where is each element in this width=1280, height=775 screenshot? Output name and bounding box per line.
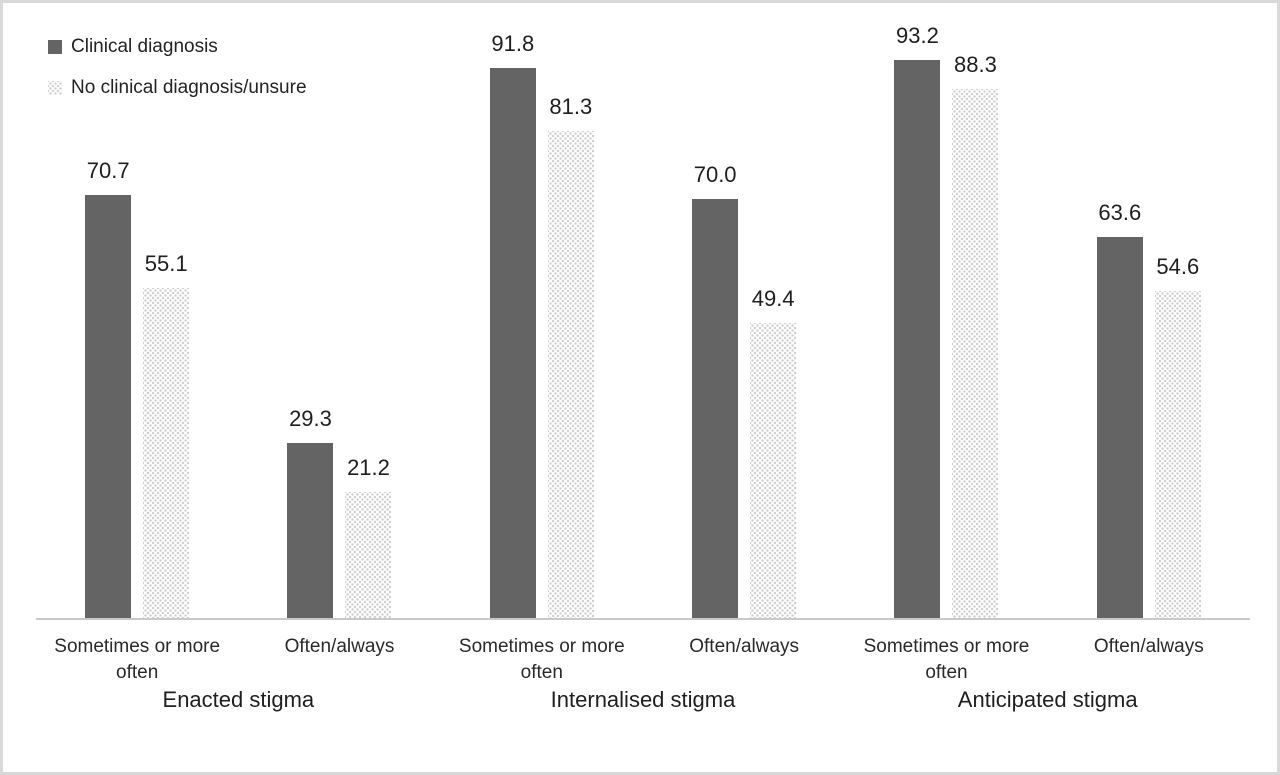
bar-no-clinical-diagnosis bbox=[750, 322, 797, 619]
category-label: Sometimes or more often bbox=[458, 636, 625, 683]
category-label: Sometimes or more often bbox=[54, 636, 221, 683]
value-label: 81.3 bbox=[549, 94, 593, 120]
value-label: 29.3 bbox=[289, 406, 332, 432]
category-label-row: Sometimes or more often Often/always Somet… bbox=[36, 634, 1250, 686]
value-label: 63.6 bbox=[1098, 200, 1142, 226]
bar-column: 70.7 bbox=[85, 157, 132, 619]
bar-clinical-diagnosis bbox=[1096, 237, 1143, 619]
bar-column: 55.1 bbox=[143, 251, 190, 619]
value-label: 88.3 bbox=[954, 52, 997, 78]
category-label: Often/always bbox=[1093, 636, 1204, 657]
bar-column: 29.3 bbox=[287, 406, 334, 619]
value-label: 93.2 bbox=[896, 22, 939, 48]
value-label: 55.1 bbox=[144, 251, 188, 277]
bar-clinical-diagnosis bbox=[287, 443, 334, 619]
bar-cluster-2-0: 93.2 88.3 bbox=[845, 19, 1047, 619]
bar-column: 91.8 bbox=[489, 31, 536, 619]
bar-clinical-diagnosis bbox=[894, 59, 941, 619]
category-label: Sometimes or more often bbox=[863, 636, 1030, 683]
bar-cluster-0-1: 29.3 21.2 bbox=[238, 19, 440, 619]
group-label: Anticipated stigma bbox=[957, 687, 1138, 712]
legend-label-clinical-diagnosis: Clinical diagnosis bbox=[71, 36, 218, 57]
bar-column: 63.6 bbox=[1096, 200, 1143, 619]
legend: Clinical diagnosis No clinical diagnosis… bbox=[48, 36, 307, 99]
value-label: 91.8 bbox=[491, 31, 535, 57]
value-label: 49.4 bbox=[751, 285, 795, 311]
bar-no-clinical-diagnosis bbox=[547, 131, 594, 619]
bar-column: 88.3 bbox=[952, 52, 999, 619]
group-label: Internalised stigma bbox=[550, 687, 736, 712]
value-label: 21.2 bbox=[347, 454, 390, 480]
bar-column: 21.2 bbox=[345, 454, 392, 619]
bar-column: 54.6 bbox=[1154, 254, 1201, 619]
legend-swatch-solid-icon bbox=[48, 40, 62, 54]
bar-clinical-diagnosis bbox=[692, 199, 739, 619]
group-label-row: Enacted stigma Internalised stigma Anticip… bbox=[36, 687, 1250, 713]
bar-column: 93.2 bbox=[894, 22, 941, 619]
plot-area: 70.7 55.1 29.3 21.2 91.8 81.3 70.0 49.4 93.2 88.3… bbox=[36, 19, 1250, 619]
legend-item-clinical-diagnosis: Clinical diagnosis bbox=[48, 36, 307, 58]
bar-clinical-diagnosis bbox=[489, 68, 536, 619]
legend-swatch-dotted-icon bbox=[48, 81, 62, 95]
category-label: Often/always bbox=[284, 636, 395, 657]
bar-no-clinical-diagnosis bbox=[952, 89, 999, 619]
value-label: 54.6 bbox=[1156, 254, 1200, 280]
bar-clinical-diagnosis bbox=[85, 194, 132, 619]
group-label: Enacted stigma bbox=[162, 687, 315, 712]
bar-column: 70.0 bbox=[692, 162, 739, 619]
bar-column: 81.3 bbox=[547, 94, 594, 619]
x-axis-line bbox=[36, 618, 1250, 620]
category-label: Often/always bbox=[689, 636, 800, 657]
bar-cluster-0-0: 70.7 55.1 bbox=[36, 19, 238, 619]
bar-no-clinical-diagnosis bbox=[1154, 291, 1201, 619]
bar-cluster-1-1: 70.0 49.4 bbox=[643, 19, 845, 619]
bar-no-clinical-diagnosis bbox=[345, 491, 392, 619]
value-label: 70.7 bbox=[86, 157, 130, 183]
legend-item-no-clinical-diagnosis: No clinical diagnosis/unsure bbox=[48, 77, 307, 99]
bar-cluster-1-0: 91.8 81.3 bbox=[441, 19, 643, 619]
bar-column: 49.4 bbox=[750, 285, 797, 619]
bar-cluster-2-1: 63.6 54.6 bbox=[1048, 19, 1250, 619]
bar-no-clinical-diagnosis bbox=[143, 288, 190, 619]
value-label: 70.0 bbox=[693, 162, 737, 187]
legend-label-no-clinical-diagnosis: No clinical diagnosis/unsure bbox=[71, 77, 307, 98]
